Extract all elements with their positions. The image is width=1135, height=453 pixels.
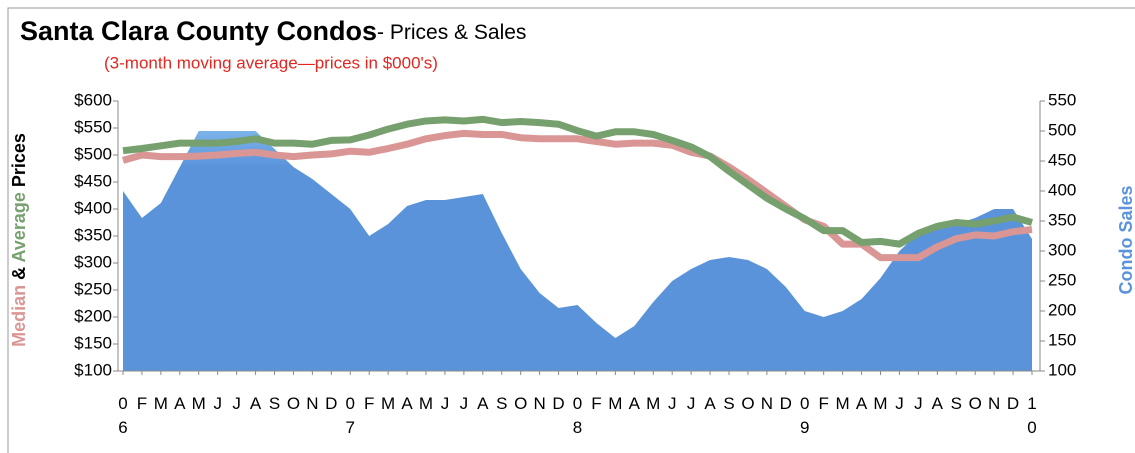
x-tick-label: M	[873, 394, 888, 413]
x-tick-label: N	[306, 394, 319, 413]
x-tick-label: A	[855, 394, 868, 413]
x-tick-label: N	[533, 394, 546, 413]
x-tick-label: D	[1006, 394, 1020, 413]
y2-tick-label: 250	[1048, 270, 1076, 289]
x-tick-label: O	[286, 394, 301, 413]
y2-axis-label: Condo Sales	[1116, 185, 1135, 294]
y-tick-label: $400	[74, 198, 112, 217]
y-tick-label: $250	[74, 279, 112, 298]
x-tick-label: N	[760, 394, 774, 413]
x-tick-label: S	[950, 394, 962, 413]
x-tick-label: M	[835, 394, 850, 413]
x-tick-label: M	[153, 394, 168, 413]
y2-tick-label: 150	[1048, 330, 1076, 349]
y-tick-label: $550	[74, 117, 112, 136]
y2-tick-label: 350	[1048, 210, 1076, 229]
y-label-median: Median	[9, 285, 29, 347]
x-tick-label: D	[325, 394, 338, 413]
x-tick-label: A	[628, 394, 640, 413]
x-tick-label: J	[914, 394, 923, 413]
y-label-suffix: Prices	[9, 133, 29, 187]
y2-tick-label: 100	[1048, 360, 1076, 379]
price-line	[122, 115, 1033, 248]
y-tick-label: $150	[74, 333, 112, 352]
x-tick-label: S	[723, 394, 735, 413]
x-tick-label: F	[818, 394, 829, 413]
y-tick-label: $100	[74, 360, 112, 379]
x-tick-label: S	[496, 394, 508, 413]
chart-title: Santa Clara County Condos- Prices & Sale…	[20, 16, 526, 46]
x-tick-label: 0 7	[345, 394, 355, 437]
x-tick-label: J	[895, 394, 904, 413]
price-line	[122, 129, 1033, 262]
x-tick-label: F	[591, 394, 602, 413]
subtitle: (3-month moving average—prices in $000's…	[104, 53, 438, 72]
x-tick-label: J	[459, 394, 469, 413]
y2-tick-label: 450	[1048, 150, 1076, 169]
title-suffix: - Prices & Sales	[377, 21, 526, 44]
y-tick-label: $350	[74, 225, 112, 244]
y2-tick-label: 500	[1048, 120, 1076, 139]
x-tick-label: J	[667, 394, 677, 413]
x-tick-label: 0 8	[572, 394, 583, 437]
x-tick-label: D	[552, 394, 565, 413]
x-tick-label: D	[779, 394, 792, 413]
x-tick-label: N	[987, 394, 1001, 413]
y2-tick-label: 300	[1048, 240, 1076, 259]
y-label-average: Average	[9, 192, 29, 262]
x-tick-label: M	[191, 394, 206, 413]
y-tick-label: $450	[74, 171, 112, 190]
x-tick-label: A	[401, 394, 413, 413]
y-tick-label: $300	[74, 252, 112, 271]
x-tick-label: 0 9	[800, 394, 810, 437]
x-tick-label: 0 6	[118, 394, 128, 437]
x-tick-label: J	[232, 394, 241, 413]
x-tick-label: A	[931, 394, 943, 413]
x-tick-label: A	[704, 394, 716, 413]
x-tick-label: A	[477, 394, 489, 413]
y2-tick-label: 550	[1048, 90, 1076, 109]
x-tick-label: M	[646, 394, 661, 413]
x-tick-label: J	[213, 394, 222, 413]
x-tick-label: M	[381, 394, 396, 413]
y-axis-label: Median & Average Prices	[9, 133, 29, 347]
title-main: Santa Clara County Condos	[20, 16, 377, 46]
x-tick-label: S	[268, 394, 281, 413]
x-tick-label: A	[174, 394, 186, 413]
x-tick-label: J	[440, 394, 450, 413]
x-tick-label: O	[514, 394, 528, 413]
y-tick-label: $600	[74, 90, 112, 109]
x-tick-label: J	[686, 394, 696, 413]
x-tick-label: O	[968, 394, 982, 413]
x-tick-label: F	[136, 394, 148, 413]
x-tick-label: M	[608, 394, 623, 413]
y-tick-label: $200	[74, 306, 112, 325]
y-label-joiner: &	[9, 267, 29, 280]
y-tick-label: $500	[74, 144, 112, 163]
x-tick-label: F	[363, 394, 375, 413]
x-tick-label: O	[741, 394, 755, 413]
sales-area	[123, 131, 1032, 371]
x-tick-label: A	[249, 394, 262, 413]
y2-tick-label: 400	[1048, 180, 1076, 199]
y2-tick-label: 200	[1048, 300, 1076, 319]
frame	[7, 7, 1135, 453]
x-tick-label: M	[418, 394, 434, 413]
x-tick-label: 1 0	[1027, 394, 1037, 437]
